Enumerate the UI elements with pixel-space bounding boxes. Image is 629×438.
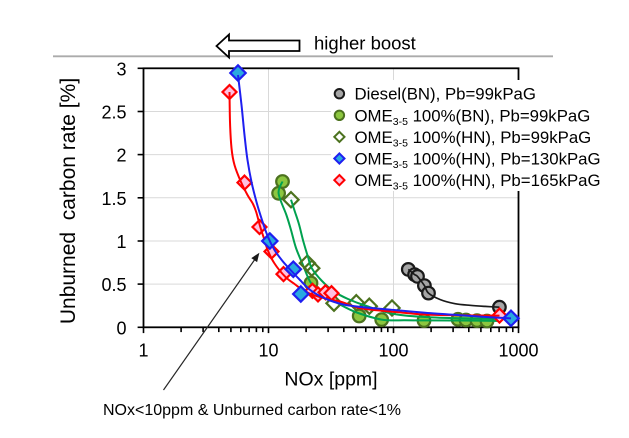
svg-text:OME3-5 100%(BN), Pb=99kPaG: OME3-5 100%(BN), Pb=99kPaG [355, 106, 591, 128]
svg-text:2: 2 [116, 146, 126, 166]
svg-text:1.5: 1.5 [101, 189, 126, 209]
svg-text:2.5: 2.5 [101, 103, 126, 123]
svg-text:10: 10 [258, 341, 278, 361]
svg-text:NOx<10ppm & Unburned carbon ra: NOx<10ppm & Unburned carbon rate<1% [103, 402, 401, 419]
svg-text:higher boost: higher boost [314, 33, 416, 54]
svg-text:NOx [ppm]: NOx [ppm] [284, 369, 377, 391]
svg-text:0: 0 [116, 318, 126, 338]
svg-text:100: 100 [378, 341, 408, 361]
svg-text:0.5: 0.5 [101, 275, 126, 295]
svg-text:OME3-5 100%(HN), Pb=130kPaG: OME3-5 100%(HN), Pb=130kPaG [355, 150, 601, 172]
svg-text:1: 1 [116, 232, 126, 252]
svg-text:Unburned carbon rate [%]: Unburned carbon rate [%] [57, 78, 80, 324]
svg-text:3: 3 [116, 59, 126, 79]
svg-text:1: 1 [138, 341, 148, 361]
svg-text:Diesel(BN), Pb=99kPaG: Diesel(BN), Pb=99kPaG [355, 85, 536, 104]
svg-text:OME3-5 100%(HN), Pb=99kPaG: OME3-5 100%(HN), Pb=99kPaG [355, 128, 592, 150]
svg-text:1000: 1000 [498, 341, 538, 361]
svg-text:OME3-5 100%(HN), Pb=165kPaG: OME3-5 100%(HN), Pb=165kPaG [355, 171, 601, 193]
